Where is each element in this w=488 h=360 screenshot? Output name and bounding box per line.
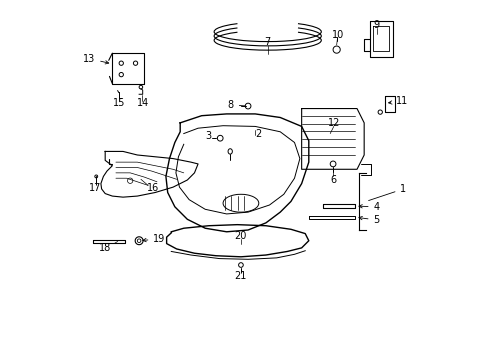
Text: 14: 14: [136, 98, 148, 108]
Text: 2: 2: [255, 129, 262, 139]
Text: 16: 16: [147, 183, 159, 193]
Text: 12: 12: [327, 118, 339, 128]
Text: 18: 18: [99, 243, 111, 253]
Text: 9: 9: [373, 19, 379, 30]
Text: 4: 4: [358, 202, 379, 212]
Text: 6: 6: [329, 175, 335, 185]
Text: 1: 1: [368, 184, 406, 201]
Text: 19: 19: [142, 234, 165, 244]
Text: 15: 15: [112, 98, 125, 108]
Text: 10: 10: [331, 30, 344, 40]
Text: 7: 7: [264, 37, 270, 48]
Text: 20: 20: [234, 231, 246, 242]
Text: 5: 5: [358, 215, 379, 225]
Text: 13: 13: [83, 54, 108, 64]
Text: 21: 21: [234, 271, 246, 282]
Text: 11: 11: [388, 96, 408, 107]
Text: 8: 8: [227, 100, 245, 110]
Text: 3: 3: [205, 131, 217, 141]
Text: 17: 17: [89, 183, 101, 193]
